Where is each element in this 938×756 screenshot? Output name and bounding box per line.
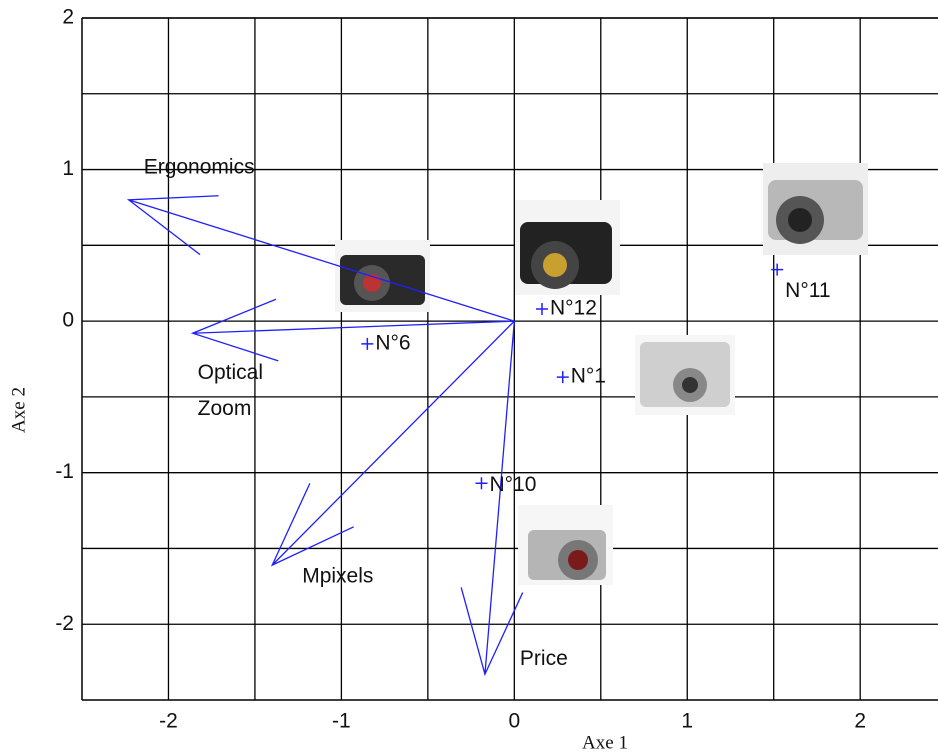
point-label: N°6 (375, 331, 410, 354)
variable-label: Ergonomics (144, 155, 255, 178)
point (536, 303, 548, 315)
x-tick-label: 1 (681, 710, 693, 733)
x-tick-label: -2 (159, 710, 178, 733)
point (771, 264, 783, 276)
y-tick-label: 2 (62, 6, 74, 29)
point-label: N°1 (571, 365, 606, 388)
x-tick-label: 2 (854, 710, 866, 733)
camera-icon (635, 335, 735, 415)
x-tick-label: -1 (332, 710, 351, 733)
x-tick-label: 0 (508, 710, 520, 733)
y-axis-label: Axe 2 (8, 387, 29, 433)
camera-icon (518, 505, 613, 585)
variable-arrow (272, 321, 514, 565)
point-label: N°10 (489, 473, 536, 496)
y-tick-label: -1 (55, 460, 74, 483)
point (557, 371, 569, 383)
point (475, 477, 487, 489)
point (361, 338, 373, 350)
camera-icon (515, 200, 620, 295)
x-axis-label: Axe 1 (582, 732, 628, 753)
grid (82, 18, 938, 700)
point-label: N°12 (550, 297, 597, 320)
chart: Axe 1 Axe 2 -2 -1 0 1 2 -2 -1 0 1 2 Ergonomics Opti… (0, 0, 938, 756)
y-tick-label: 0 (62, 309, 74, 332)
variable-arrow (461, 321, 523, 674)
variable-arrow (129, 196, 515, 321)
point-label: N°11 (785, 279, 830, 302)
variable-label: Price (520, 647, 568, 670)
y-tick-label: 1 (62, 157, 74, 180)
y-tick-label: -2 (55, 612, 74, 635)
camera-icon (335, 240, 430, 312)
camera-icon (763, 163, 868, 255)
variable-label: Mpixels (302, 565, 373, 588)
